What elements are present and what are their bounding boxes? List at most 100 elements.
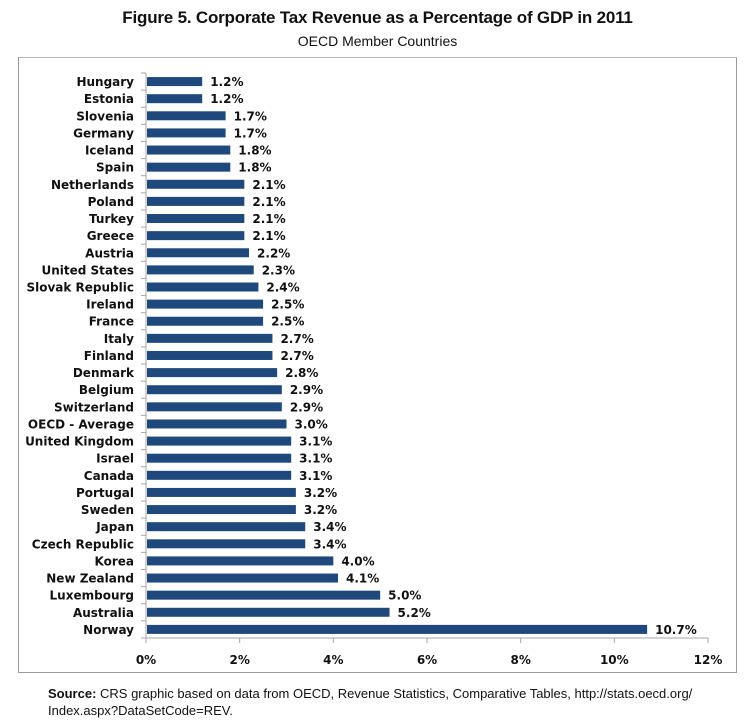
category-label: Poland [88,195,134,209]
x-tick-label: 0% [136,653,156,667]
data-label: 1.2% [210,92,243,106]
data-label: 3.1% [299,469,332,483]
x-tick-labels: 0% 2% 4% 6% 8% 10% 12% [136,653,723,667]
category-label: Portugal [76,486,134,500]
data-label: 3.1% [299,435,332,449]
category-label: Belgium [79,383,134,397]
category-label: Netherlands [51,178,134,192]
bar [147,453,292,463]
bar [147,282,259,292]
data-label: 2.1% [252,229,285,243]
bar [147,231,245,241]
data-label: 10.7% [655,623,697,637]
bar [147,556,334,566]
axes [141,72,709,643]
category-label: Iceland [85,144,134,158]
category-label: Hungary [76,75,134,89]
data-label: 2.7% [280,332,313,346]
data-label: 3.4% [313,520,346,534]
data-label: 1.7% [234,126,267,140]
bar [147,214,245,224]
bar [147,402,282,412]
bar [147,94,203,104]
category-label: Denmark [73,366,135,380]
bar [147,624,648,634]
category-label: Austria [85,246,134,260]
bar [147,111,226,121]
bar [147,265,254,275]
category-label: Turkey [89,212,134,226]
category-label: Korea [95,554,135,568]
data-label: 3.2% [304,503,337,517]
x-tick-label: 8% [510,653,530,667]
x-tick-label: 10% [600,653,629,667]
data-label: 2.8% [285,366,318,380]
source-text: CRS graphic based on data from OECD, Rev… [48,686,693,718]
data-label: 2.4% [266,281,299,295]
data-label: 1.8% [238,161,271,175]
bar [147,299,264,309]
data-label: 5.0% [388,589,421,603]
bar [147,607,390,617]
x-tick-label: 12% [694,653,723,667]
category-label: Sweden [81,503,134,517]
chart-frame [18,57,737,673]
category-label: United States [41,263,134,277]
data-label: 2.5% [271,298,304,312]
bar [147,385,282,395]
bar [147,162,231,172]
data-label: 2.3% [262,263,295,277]
category-label: Spain [96,161,134,175]
data-label: 2.5% [271,315,304,329]
data-labels: 1.2% 1.2% 1.7% 1.7% 1.8% 1.8% 2.1% 2.1% 2.1% 2.1%… [210,75,697,637]
data-label: 1.8% [238,144,271,158]
data-label: 1.2% [210,75,243,89]
category-label: Slovenia [76,109,134,123]
category-label: Luxembourg [50,589,134,603]
category-label: Norway [83,623,134,637]
bar [147,179,245,189]
category-label: Germany [73,126,134,140]
category-label: Greece [87,229,134,243]
bar [147,368,278,378]
bar [147,77,203,87]
bar [147,573,339,583]
category-label: Japan [95,520,134,534]
bar [147,196,245,206]
category-label: Finland [84,349,134,363]
bar [147,316,264,326]
source-label: Source: [48,686,97,701]
data-label: 3.0% [295,417,328,431]
bar [147,522,306,532]
source-note: Source: CRS graphic based on data from O… [48,685,748,719]
category-label: Estonia [84,92,134,106]
bar [147,487,296,497]
data-label: 2.1% [252,195,285,209]
bar [147,505,296,515]
bar [147,436,292,446]
bars [147,77,648,634]
data-label: 2.2% [257,246,290,260]
bar [147,145,231,155]
bar [147,350,273,360]
category-labels: Hungary Estonia Slovenia Germany Iceland Spai… [25,75,135,637]
data-label: 4.0% [341,554,374,568]
chart-subtitle: OECD Member Countries [297,33,458,49]
category-label: Israel [96,452,134,466]
category-label: United Kingdom [25,435,134,449]
category-label: Canada [84,469,134,483]
data-label: 3.1% [299,452,332,466]
category-label: Switzerland [54,400,134,414]
x-tick-label: 2% [229,653,249,667]
data-label: 3.2% [304,486,337,500]
bar [147,590,381,600]
category-label: Australia [73,606,134,620]
data-label: 2.7% [280,349,313,363]
x-tick-label: 6% [417,653,437,667]
category-label: New Zealand [46,572,134,586]
bar [147,539,306,549]
data-label: 3.4% [313,537,346,551]
category-label: OECD - Average [28,417,134,431]
data-label: 2.9% [290,383,323,397]
